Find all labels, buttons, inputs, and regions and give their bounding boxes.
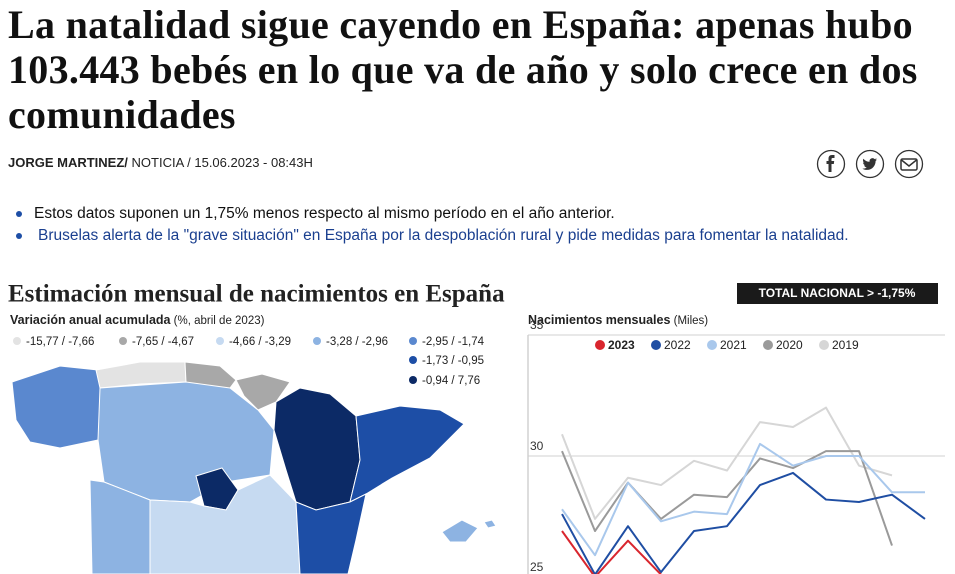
- region: [149, 474, 301, 574]
- series-line: [561, 442, 925, 557]
- legend-label: -15,77 / -7,66: [26, 336, 94, 348]
- line-chart: 25 30 35 2023 2022 2021 2020 2019: [528, 318, 945, 574]
- region: [97, 381, 275, 503]
- series-legend-swatch: [763, 340, 773, 350]
- map-note: (%, abril de 2023): [170, 315, 264, 327]
- map-legend: -15,77 / -7,66 -7,65 / -4,67 -4,66 / -3,29…: [13, 336, 485, 387]
- email-button[interactable]: [894, 149, 924, 179]
- legend-swatch: [13, 337, 21, 345]
- legend-label: -1,73 / -0,95: [422, 355, 484, 367]
- legend-swatch: [119, 337, 127, 345]
- legend-label: -7,65 / -4,67: [132, 336, 194, 348]
- legend-swatch: [409, 356, 417, 364]
- summary-bullets: Estos datos suponen un 1,75% menos respe…: [14, 203, 849, 247]
- y-tick-label: 30: [530, 439, 544, 453]
- legend-swatch: [216, 337, 224, 345]
- bullet-link[interactable]: Bruselas alerta de la "grave situación" …: [14, 225, 849, 247]
- legend-swatch: [409, 376, 417, 384]
- series-line: [561, 406, 893, 520]
- y-tick-label: 25: [530, 560, 544, 574]
- series-legend-swatch: [595, 340, 605, 350]
- legend-label: -2,95 / -1,74: [422, 336, 485, 348]
- facebook-button[interactable]: [816, 149, 846, 179]
- legend-swatch: [313, 337, 321, 345]
- series-legend-label: 2020: [776, 338, 803, 352]
- meta: NOTICIA / 15.06.2023 - 08:43H: [127, 155, 313, 170]
- bullet: Estos datos suponen un 1,75% menos respe…: [14, 203, 849, 225]
- series-legend-swatch: [819, 340, 829, 350]
- legend-swatch: [409, 337, 417, 345]
- series-line: [561, 471, 926, 574]
- legend-label: -0,94 / 7,76: [422, 375, 480, 387]
- region: [89, 479, 151, 574]
- headline: La natalidad sigue cayendo en España: ap…: [8, 2, 918, 137]
- badge-bg: [737, 283, 938, 304]
- byline: JORGE MARTINEZ/ NOTICIA / 15.06.2023 - 0…: [8, 155, 313, 170]
- map-subtitle-main: Variación anual acumulada: [10, 313, 172, 327]
- series-legend-label: 2023: [608, 338, 635, 352]
- region: [273, 387, 361, 511]
- region: [441, 519, 479, 543]
- region: [349, 405, 465, 503]
- series-line: [561, 530, 662, 574]
- map-subtitle: Variación anual acumulada (%, abril de 2…: [10, 313, 265, 327]
- series-legend-label: 2019: [832, 338, 859, 352]
- series-legend-label: 2022: [664, 338, 691, 352]
- region: [295, 493, 367, 574]
- legend-label: -4,66 / -3,29: [229, 336, 291, 348]
- chart-unit: (Miles): [670, 315, 708, 327]
- legend-label: -3,28 / -2,96: [326, 336, 388, 348]
- region: [11, 365, 105, 449]
- map: [11, 361, 497, 574]
- author[interactable]: JORGE MARTINEZ/: [8, 155, 128, 170]
- series-line: [561, 450, 893, 546]
- y-tick-label: 35: [530, 318, 544, 332]
- chart-title: Nacimientos mensuales: [528, 313, 670, 327]
- region: [483, 519, 497, 529]
- chart-subtitle: Nacimientos mensuales (Miles): [528, 313, 708, 327]
- infographic-title: Estimación mensual de nacimientos en Esp…: [8, 281, 505, 308]
- badge: TOTAL NACIONAL > -1,75%: [759, 286, 916, 300]
- series-legend-swatch: [651, 340, 661, 350]
- infographic: Estimación mensual de nacimientos en Esp…: [8, 281, 945, 574]
- twitter-button[interactable]: [855, 149, 885, 179]
- series-legend-swatch: [707, 340, 717, 350]
- series-legend-label: 2021: [720, 338, 747, 352]
- social-share: [816, 149, 924, 179]
